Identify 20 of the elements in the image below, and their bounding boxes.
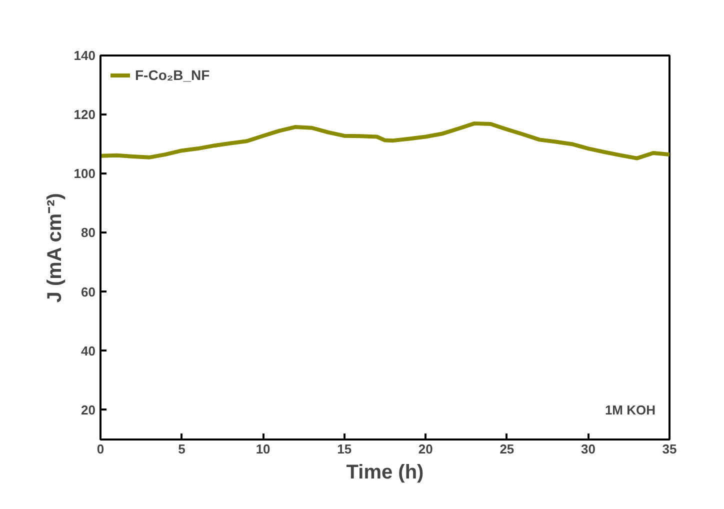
y-tick-label: 140 (74, 48, 96, 63)
x-tick-label: 5 (178, 442, 186, 456)
x-tick-label: 25 (500, 442, 514, 456)
y-tick-label: 40 (81, 343, 96, 358)
x-tick-label: 0 (96, 442, 104, 456)
y-tick-label: 100 (74, 166, 96, 182)
x-axis-title: Time (h) (346, 462, 424, 484)
y-tick-label: 80 (81, 225, 96, 240)
legend-label: F-Co₂B_NF (135, 67, 210, 83)
y-axis-title: J (mA cm⁻²) (44, 193, 66, 303)
line-series (100, 121, 670, 160)
y-tick-label: 120 (74, 107, 96, 122)
x-tick-label: 15 (337, 442, 352, 456)
y-tick-label: 20 (81, 402, 96, 418)
x-tick-label: 30 (580, 442, 596, 456)
x-tick-label: 35 (662, 442, 677, 456)
x-tick-label: 10 (256, 442, 270, 456)
annotation: 1M KOH (604, 402, 656, 418)
x-tick-label: 20 (418, 442, 433, 456)
y-tick-label: 60 (81, 284, 96, 300)
